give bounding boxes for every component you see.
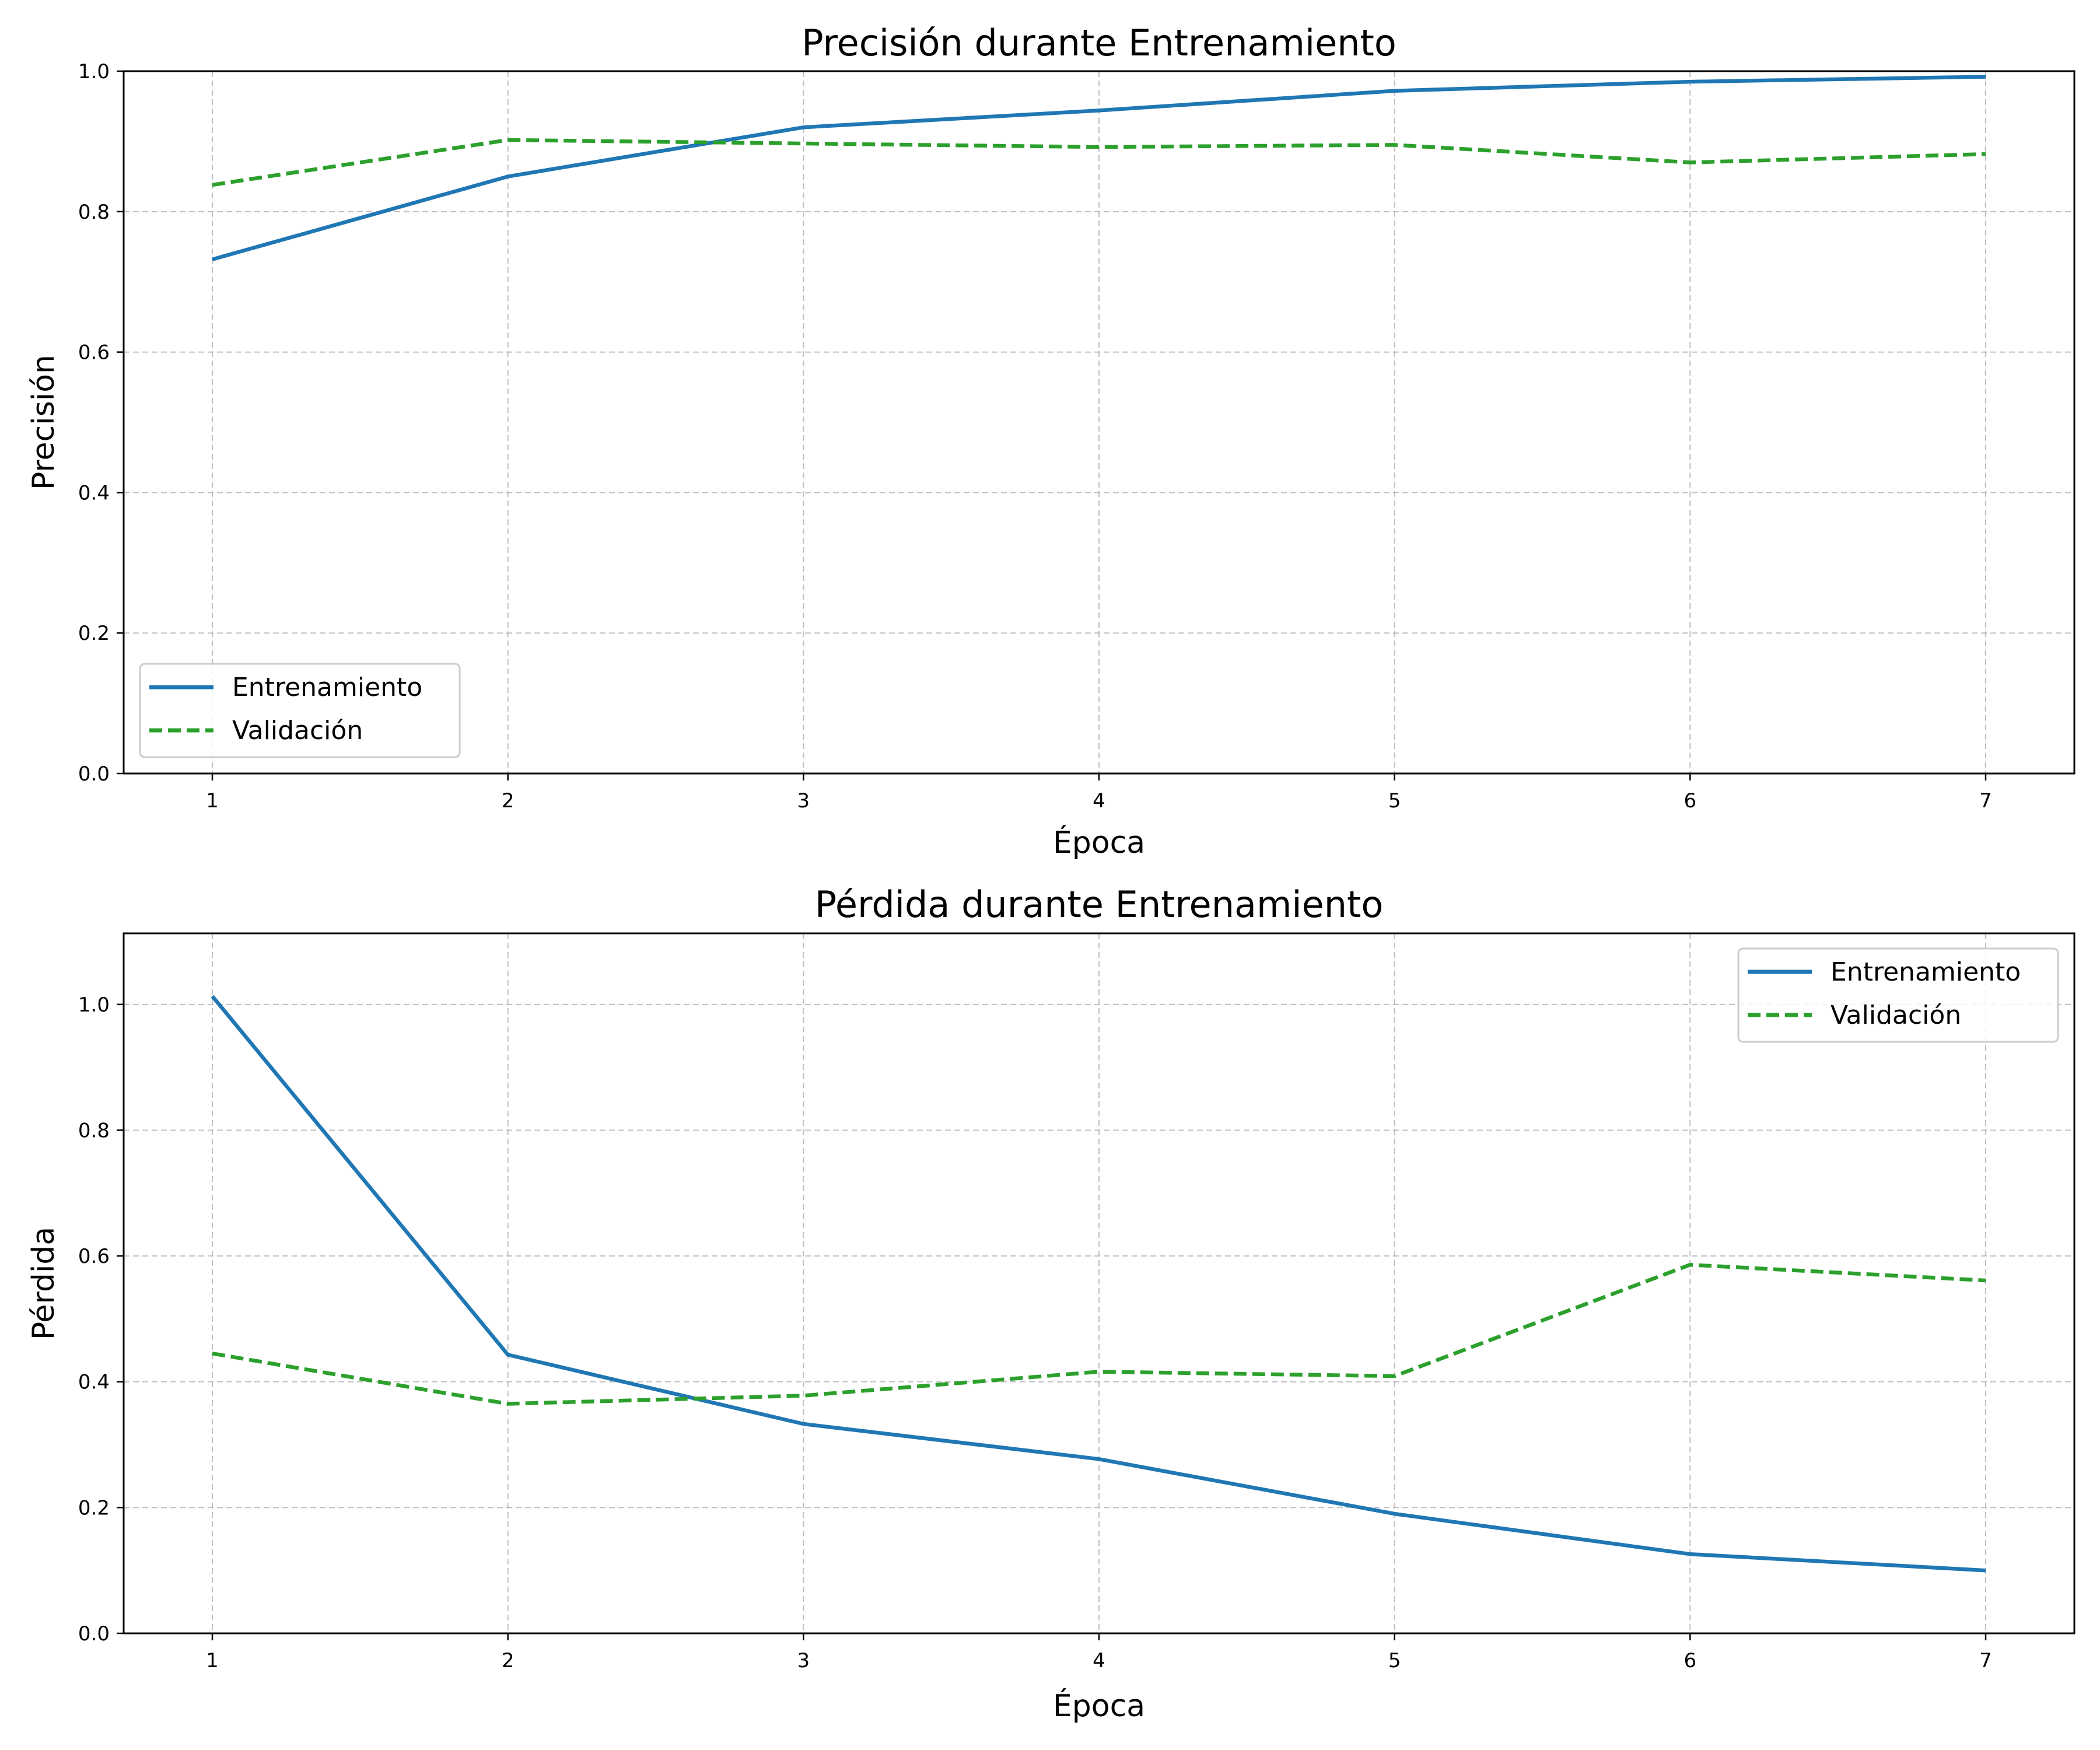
loss-legend-train-label: Entrenamiento [1831,957,2021,987]
loss-legend: Entrenamiento Validación [1737,947,2059,1043]
accuracy-x-tick-label: 7 [1979,789,1992,813]
accuracy-val-line [212,138,1986,187]
loss-series [211,995,1986,1573]
accuracy-x-tick-label: 6 [1684,789,1697,813]
loss-y-tick-label: 0.2 [78,1496,110,1520]
loss-x-tick-label: 1 [206,1649,219,1672]
accuracy-y-tick-label: 0.0 [78,762,110,786]
accuracy-legend: Entrenamiento Validación [139,663,461,758]
loss-x-tick-label: 2 [502,1649,514,1672]
loss-x-tick-label: 7 [1979,1649,1992,1672]
accuracy-legend-box [139,663,461,758]
loss-val-line [212,1262,1986,1406]
accuracy-y-tick-label: 1.0 [78,60,110,83]
accuracy-x-tick-label: 5 [1388,789,1401,813]
loss-y-axis-label: Pérdida [26,1227,61,1340]
accuracy-y-tick-label: 0.4 [78,481,110,505]
accuracy-y-tick-label: 0.8 [78,201,110,224]
loss-x-tick-label: 4 [1093,1649,1105,1672]
accuracy-chart-title: Precisión durante Entrenamiento [802,22,1396,64]
loss-legend-val-label: Validación [1831,1000,1961,1030]
accuracy-x-tick-label: 2 [502,789,514,813]
loss-ticks: 1 2 3 4 5 6 7 0.0 0.2 0.4 0.6 0.8 1.0 [78,993,1992,1672]
loss-x-tick-label: 6 [1684,1649,1697,1672]
accuracy-x-tick-label: 4 [1093,789,1105,813]
accuracy-y-tick-label: 0.2 [78,622,110,645]
loss-legend-box [1737,947,2059,1043]
accuracy-legend-val-label: Validación [232,716,363,746]
loss-y-tick-label: 1.0 [78,993,110,1017]
loss-y-tick-label: 0.8 [78,1119,110,1142]
accuracy-legend-train-label: Entrenamiento [232,673,422,702]
loss-y-tick-label: 0.6 [78,1245,110,1268]
loss-y-tick-label: 0.0 [78,1622,110,1646]
loss-x-tick-label: 3 [797,1649,810,1672]
loss-chart: Pérdida durante Entrenamiento 1 2 3 4 5 6 7 0.0… [26,883,2076,1724]
loss-chart-title: Pérdida durante Entrenamiento [815,883,1384,926]
accuracy-y-tick-label: 0.6 [78,341,110,365]
accuracy-chart: Precisión durante Entrenamiento 1 2 3 4 5 6 7 0… [26,22,2076,860]
accuracy-x-tick-label: 1 [206,789,219,813]
accuracy-series [212,75,1986,261]
accuracy-x-tick-label: 3 [797,789,810,813]
loss-y-tick-label: 0.4 [78,1371,110,1394]
accuracy-ticks: 1 2 3 4 5 6 7 0.0 0.2 0.4 0.6 0.8 1.0 [78,60,1992,813]
loss-x-axis-label: Época [1053,1688,1145,1724]
loss-x-tick-label: 5 [1388,1649,1401,1672]
accuracy-y-axis-label: Precisión [26,355,61,490]
accuracy-x-axis-label: Época [1053,825,1145,860]
accuracy-train-line [212,75,1986,261]
loss-train-line [211,995,1986,1573]
